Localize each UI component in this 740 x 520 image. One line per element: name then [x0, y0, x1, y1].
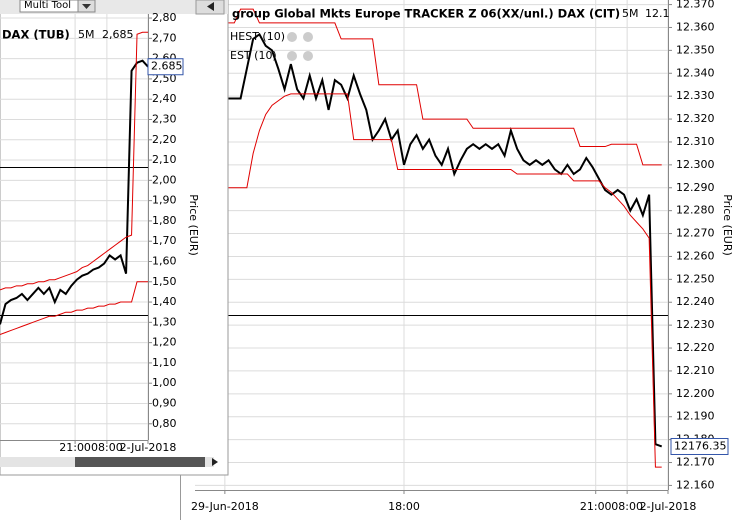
y-tick-label: 1,20: [152, 336, 177, 349]
y-tick-label: 12.250: [676, 272, 715, 285]
y-tick-label: 1,70: [152, 234, 177, 247]
y-tick-label: 12.240: [676, 295, 715, 308]
last-price: 12.1: [645, 7, 670, 20]
y-tick-label: 12.160: [676, 478, 715, 491]
x-tick-label: 21:00: [580, 500, 612, 513]
y-tick-label: 12.190: [676, 410, 715, 423]
y-tick-label: 12.260: [676, 249, 715, 262]
dropdown-arrow: [82, 4, 91, 9]
x-tick-label: 08:00: [91, 441, 123, 454]
y-tick-label: 2,40: [152, 92, 177, 105]
legend-close: [303, 32, 313, 42]
back-window: 12.16012.17012.18012.19012.20012.21012.2…: [180, 0, 740, 520]
y-tick-label: 12.210: [676, 364, 715, 377]
y-tick-label: 12.310: [676, 135, 715, 148]
y-tick-label: 1,60: [152, 254, 177, 267]
y-tick-label: 12.330: [676, 89, 715, 102]
y-tick-label: 1,40: [152, 295, 177, 308]
x-tick-label: 21:00: [59, 441, 91, 454]
y-tick-label: 12.280: [676, 204, 715, 217]
y-tick-label: 12.320: [676, 112, 715, 125]
y-tick-label: 1,80: [152, 214, 177, 227]
price-line: [228, 8, 662, 166]
scroll-thumb[interactable]: [75, 457, 205, 467]
y-tick-label: 12.300: [676, 158, 715, 171]
collapse-arrow: [207, 2, 214, 11]
value-box-label: 12176.35: [674, 439, 727, 452]
interval: 5M: [78, 28, 95, 41]
legend-label: EST (10): [230, 49, 277, 62]
y-tick-label: 1,00: [152, 376, 177, 389]
chart-title: group Global Mkts Europe TRACKER Z 06(XX…: [232, 7, 620, 21]
y-axis-title: Price (EUR): [721, 194, 734, 256]
legend-close: [303, 51, 313, 61]
y-tick-label: 12.270: [676, 227, 715, 240]
window-bg: [180, 0, 740, 520]
y-tick-label: 12.340: [676, 66, 715, 79]
legend-icon: [287, 32, 297, 42]
y-tick-label: 12.370: [676, 0, 715, 11]
y-tick-label: 0,90: [152, 396, 177, 409]
value-box-label: 2.685: [151, 60, 183, 73]
legend-label: HEST (10): [230, 30, 285, 43]
x-tick-label: 2-Jul-2018: [120, 441, 177, 454]
x-tick-label: 08:00: [611, 500, 643, 513]
front-window: Multi Tool 0,80 0,90 1,00 1,10 1,20 1,30 1,40 1…: [0, 0, 229, 476]
y-tick-label: 0,80: [152, 417, 177, 430]
y-tick-label: 12.200: [676, 387, 715, 400]
y-tick-label: 2,70: [152, 31, 177, 44]
price-line: [0, 59, 148, 325]
x-tick-label: 2-Jul-2018: [640, 500, 697, 513]
tool-label: Multi Tool: [24, 0, 71, 11]
y-tick-label: 2,30: [152, 112, 177, 125]
x-tick-label: 18:00: [388, 500, 420, 513]
y-tick-label: 2,00: [152, 173, 177, 186]
y-tick-label: 12.360: [676, 20, 715, 33]
price-line: [0, 281, 148, 335]
y-tick-label: 2,10: [152, 153, 177, 166]
y-tick-label: 12.230: [676, 318, 715, 331]
y-tick-label: 12.220: [676, 341, 715, 354]
legend-icon: [287, 51, 297, 61]
value-box: [670, 437, 729, 455]
last-price: 2,685: [102, 28, 134, 41]
price-line: [228, 93, 662, 468]
y-tick-label: 1,10: [152, 356, 177, 369]
scroll-arrow[interactable]: [212, 458, 218, 466]
y-tick-label: 1,30: [152, 315, 177, 328]
price-line: [0, 31, 148, 291]
y-tick-label: 12.350: [676, 43, 715, 56]
y-tick-label: 1,90: [152, 194, 177, 207]
y-tick-label: 1,50: [152, 275, 177, 288]
y-tick-label: 12.290: [676, 181, 715, 194]
interval: 5M: [622, 7, 639, 20]
x-tick-label: 29-Jun-2018: [191, 500, 259, 513]
y-axis-title: Price (EUR): [187, 194, 200, 256]
y-tick-label: 12.170: [676, 456, 715, 469]
chart-title: DAX (TUB): [2, 28, 70, 42]
value-box: [147, 58, 184, 76]
y-tick-label: 2,80: [152, 11, 177, 24]
y-tick-label: 2,20: [152, 133, 177, 146]
grid: [195, 0, 669, 490]
